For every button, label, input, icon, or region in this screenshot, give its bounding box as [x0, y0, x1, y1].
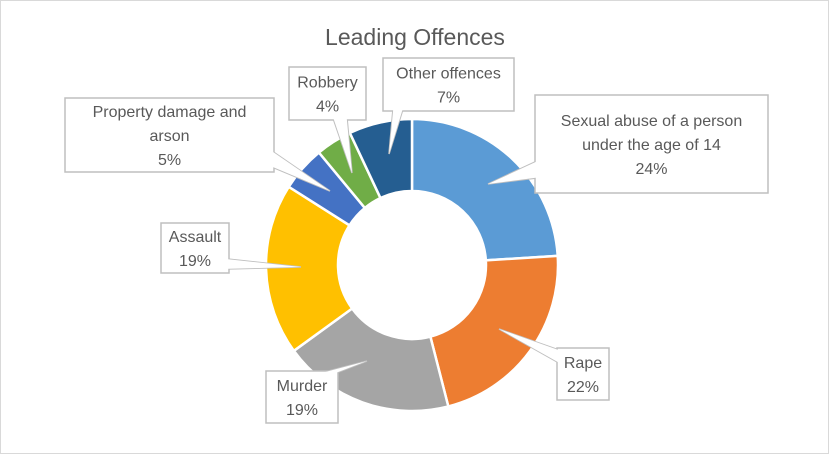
data-label-sexual-abuse-of-a-person-under-the-age-of-14: Sexual abuse of a person under the age of… — [487, 94, 769, 194]
label-text: Other offences — [396, 66, 501, 83]
data-label-assault: Assault 19% — [160, 222, 302, 274]
label-text: Assault — [169, 229, 222, 246]
callout-box — [160, 222, 230, 274]
slice-other-offences[interactable] — [348, 117, 414, 200]
callout-box — [265, 370, 339, 424]
slice-sexual-abuse-of-a-person-under-the-age-of-14[interactable] — [410, 117, 560, 262]
data-label-other-offences: Other offences 7% — [382, 57, 515, 155]
slice-assault[interactable] — [264, 185, 354, 353]
data-label-robbery: Robbery 4% — [288, 66, 367, 174]
slice-rape[interactable] — [428, 254, 560, 408]
label-text: Murder — [277, 378, 328, 395]
value-label: 19% — [179, 253, 211, 270]
label-text: Robbery — [297, 75, 357, 92]
value-label: 4% — [316, 99, 339, 116]
value-label: 19% — [286, 402, 318, 419]
label-text: arson — [149, 128, 189, 145]
callout-box — [556, 347, 610, 401]
callout-box — [534, 94, 769, 194]
callout-box — [288, 66, 367, 121]
label-text: Sexual abuse of a person — [561, 113, 742, 130]
data-label-property-damage-and-arson: Property damage and arson 5% — [64, 97, 331, 192]
chart-title: Leading Offences — [325, 24, 505, 50]
value-label: 24% — [635, 161, 667, 178]
value-label: 22% — [567, 379, 599, 396]
callout-box — [64, 97, 275, 173]
label-text: Rape — [564, 355, 602, 372]
data-label-rape: Rape 22% — [498, 328, 610, 401]
label-text: under the age of 14 — [582, 137, 721, 154]
value-label: 5% — [158, 152, 181, 169]
callout-box — [382, 57, 515, 112]
value-label: 7% — [437, 90, 460, 107]
label-text: Property damage and — [93, 104, 247, 121]
data-label-murder: Murder 19% — [265, 360, 368, 424]
